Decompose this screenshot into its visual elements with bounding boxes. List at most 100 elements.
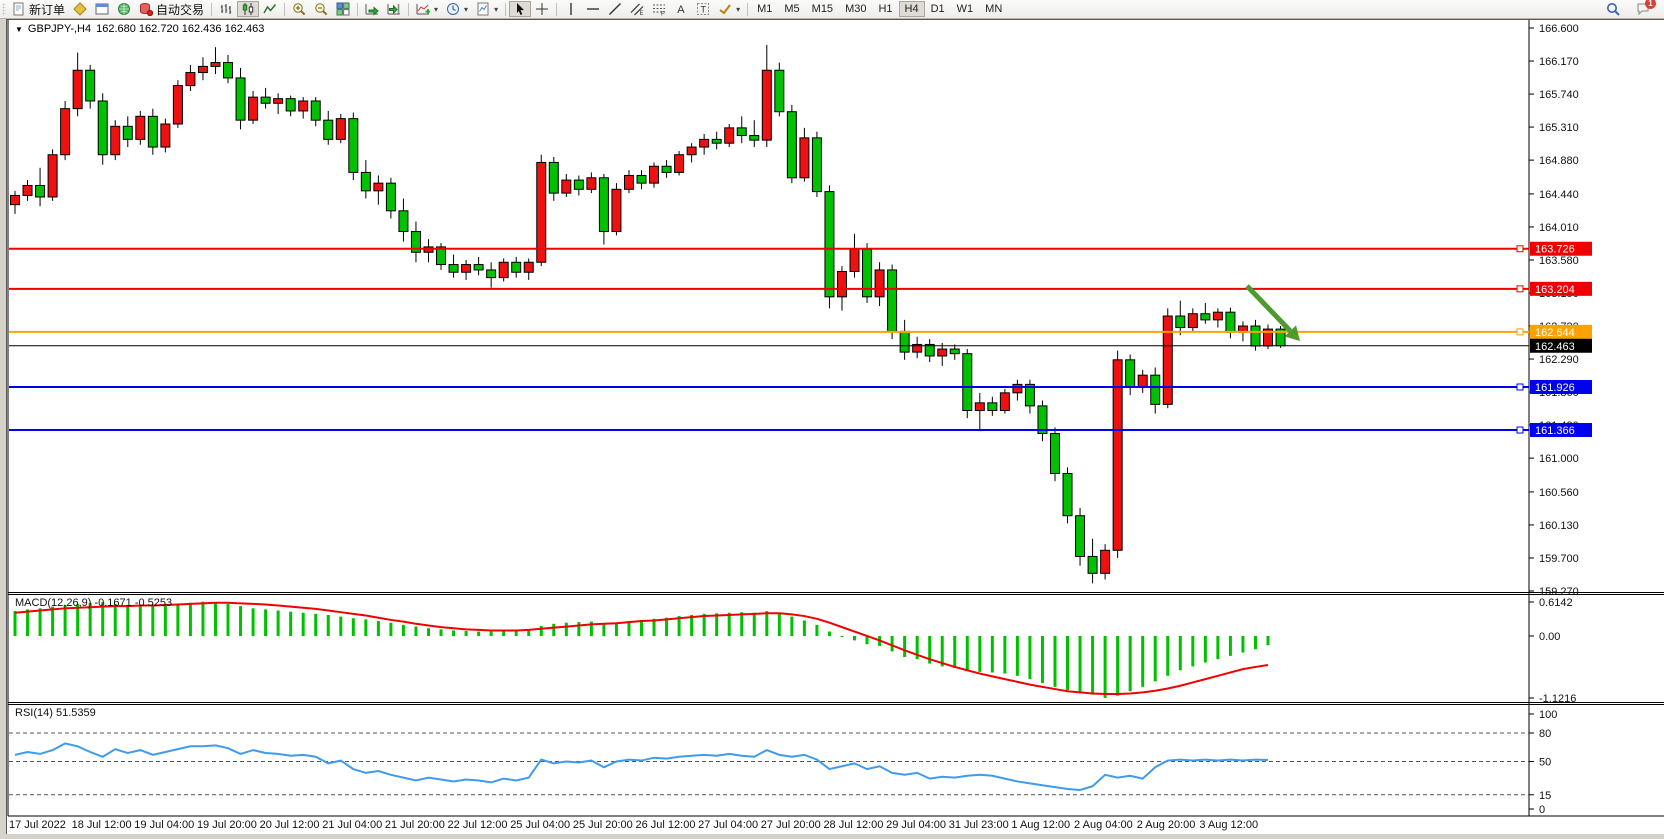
candle-bullish [999,392,1010,412]
periods-button[interactable]: ▾ [442,1,472,17]
candle-bearish [1087,555,1098,574]
candle-bullish [874,269,885,298]
chart-canvas[interactable]: 166.600 166.170 165.740 165.310 164.880 164.4… [7,20,1664,834]
timeframe-group: M1 M5 M15 M30 H1 H4 D1 W1 MN [751,1,1008,17]
time-axis-label: 27 Jul 20:00 [761,819,821,831]
timeframe-button-m30[interactable]: M30 [845,3,867,15]
timeframe-button-m15[interactable]: M15 [811,3,834,15]
time-axis-label: 19 Jul 20:00 [197,819,257,831]
chart-shift-button[interactable] [383,1,405,17]
timeframe-button-w1[interactable]: W1 [956,3,974,15]
candle-bearish [1225,311,1236,333]
candlestick-chart-button[interactable] [237,1,260,17]
indicators-button[interactable]: ▾ [412,1,442,17]
svg-text:A: A [677,4,685,16]
toolbar-separator [284,2,286,16]
chevron-down-icon: ▾ [736,4,741,14]
tile-windows-button[interactable] [332,1,354,17]
line-chart-button[interactable] [259,1,281,17]
time-axis-label: 25 Jul 20:00 [573,819,633,831]
signals-icon [117,2,131,16]
auto-trading-button[interactable]: 自动交易 [135,1,208,17]
candle-bullish [1137,374,1148,388]
candle-bearish [285,98,296,112]
time-axis-label: 3 Aug 12:00 [1199,819,1258,831]
candle-bearish [260,96,271,104]
candle-bullish [523,261,534,273]
time-axis-label: 27 Jul 04:00 [698,819,758,831]
vertical-line-button[interactable] [560,1,582,17]
candle-bullish [1187,313,1198,329]
candle-bearish [97,100,108,156]
toolbar-grip[interactable] [2,2,6,16]
candle-bearish [962,353,973,412]
periods-icon [446,2,460,16]
templates-button[interactable]: ▾ [472,1,502,17]
templates-icon [476,2,490,16]
time-axis-label: 31 Jul 23:00 [949,819,1009,831]
candle-bullish [210,62,221,67]
line-chart-icon [263,2,277,16]
candle-bullish [47,154,58,198]
timeframe-button-h1[interactable]: H1 [878,3,893,15]
candle-bearish [436,246,447,266]
svg-text:T: T [701,5,707,15]
notifications-button[interactable]: 1 [1632,0,1656,17]
timeframe-button-mn[interactable]: MN [985,3,1003,15]
symbol-dropdown-icon[interactable]: ▼ [15,24,23,34]
trendline-button[interactable] [604,1,626,17]
candle-bullish [160,123,171,148]
candle-bullish [799,137,810,179]
candle-bullish [937,348,948,357]
signals-button[interactable] [113,1,135,17]
auto-trading-label: 自动交易 [156,2,205,17]
search-button[interactable] [1602,1,1624,17]
timeframe-button-d1[interactable]: D1 [930,3,945,15]
timeframe-button-m1[interactable]: M1 [757,3,773,15]
candle-bullish [273,98,284,104]
crosshair-button[interactable] [531,1,553,17]
candle-bullish [10,194,20,206]
price-badge-label: 161.926 [1535,382,1575,394]
fibonacci-button[interactable]: F [648,1,670,17]
line-end-marker[interactable] [1516,245,1524,253]
line-end-marker[interactable] [1516,328,1524,336]
chart-title-overlay[interactable]: ▼ GBPJPY-,H4 162.680 162.720 162.436 162… [15,23,264,35]
timeframe-button-h4[interactable]: H4 [898,1,925,17]
arrows-button[interactable]: ▾ [714,1,744,17]
cursor-button[interactable] [509,1,532,17]
candlestick-chart-icon [241,2,255,16]
price-axis-label: 162.290 [1539,354,1579,366]
line-end-marker[interactable] [1516,426,1524,434]
candle-bullish [912,343,923,353]
zoom-in-button[interactable] [288,1,310,17]
candle-bearish [410,231,421,253]
candle-bearish [1200,313,1211,321]
line-end-marker[interactable] [1516,285,1524,293]
profile-button[interactable] [69,1,91,17]
text-label-button[interactable]: T [692,1,714,17]
main-toolbar: 新订单 自动交易 ▾ ▾ ▾ E F A T ▾ [0,0,1664,19]
candle-bearish [1075,515,1086,557]
text-button[interactable]: A [670,1,692,17]
charts-window-button[interactable] [91,1,113,17]
auto-scroll-button[interactable] [361,1,383,17]
equidistant-channel-button[interactable]: E [626,1,648,17]
trend-arrow-head[interactable] [1284,325,1300,341]
timeframe-button-m5[interactable]: M5 [784,3,800,15]
new-order-icon [12,2,26,16]
chart-window[interactable]: ▼ GBPJPY-,H4 162.680 162.720 162.436 162… [6,19,1664,834]
bar-chart-button[interactable] [215,1,237,17]
candle-bullish [1212,311,1223,321]
line-end-marker[interactable] [1516,383,1524,391]
horizontal-line-button[interactable] [582,1,604,17]
price-badge [1530,338,1592,353]
candle-bearish [736,127,747,137]
candle-bullish [623,174,634,190]
svg-text:F: F [661,12,665,17]
zoom-out-button[interactable] [310,1,332,17]
bar-chart-icon [219,2,233,16]
candle-bullish [72,69,83,110]
new-order-button[interactable]: 新订单 [8,1,69,17]
candle-bullish [536,161,547,263]
